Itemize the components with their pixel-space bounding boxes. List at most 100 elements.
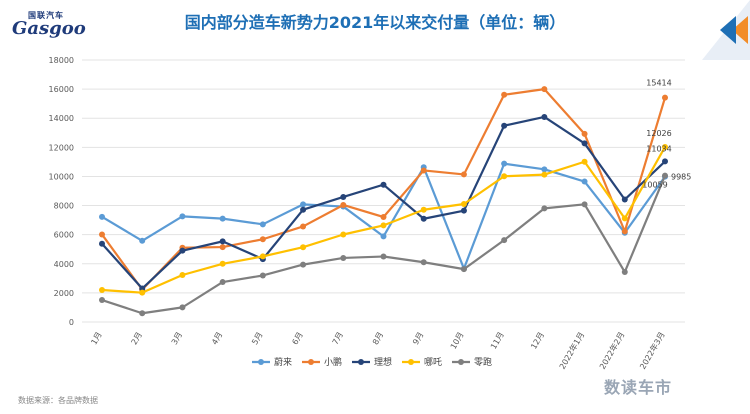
- data-point: [219, 244, 226, 251]
- data-point: [581, 158, 588, 165]
- x-tick-label: 2022年3月: [637, 330, 666, 371]
- data-point: [179, 247, 186, 254]
- data-label: 12026: [646, 129, 671, 138]
- x-tick-label: 1月: [89, 331, 103, 347]
- series-line: [101, 115, 666, 290]
- data-point: [541, 113, 548, 120]
- data-point: [259, 221, 266, 228]
- data-point: [541, 205, 548, 212]
- data-point: [139, 237, 146, 244]
- x-tick-label: 2022年2月: [597, 330, 626, 371]
- data-point: [420, 259, 427, 266]
- corner-arrow-icon: [702, 0, 750, 60]
- data-point: [380, 222, 387, 229]
- data-label: 15414: [646, 79, 671, 88]
- x-tick-label: 11月: [489, 330, 506, 350]
- data-point: [420, 167, 427, 174]
- y-tick-label: 12000: [49, 143, 74, 152]
- x-tick-label: 7月: [331, 331, 345, 347]
- data-point: [219, 215, 226, 222]
- legend-label: 哪吒: [424, 357, 442, 368]
- y-tick-label: 0: [69, 318, 74, 327]
- data-point: [501, 237, 508, 244]
- legend-label: 小鹏: [324, 356, 342, 368]
- y-tick-label: 2000: [54, 289, 74, 298]
- data-point: [380, 233, 387, 240]
- data-label: 10059: [642, 181, 667, 190]
- data-point: [99, 286, 105, 293]
- data-point: [420, 206, 427, 213]
- data-point: [219, 260, 226, 267]
- y-tick-label: 6000: [54, 231, 74, 240]
- data-point: [541, 86, 548, 93]
- data-point: [501, 160, 508, 167]
- data-point: [259, 236, 266, 243]
- x-tick-label: 2月: [130, 331, 144, 347]
- data-point: [139, 289, 146, 296]
- data-point: [541, 166, 548, 173]
- data-point: [621, 228, 628, 235]
- data-point: [139, 310, 146, 317]
- data-point: [501, 173, 508, 180]
- data-point: [179, 272, 186, 279]
- data-point: [99, 231, 105, 238]
- data-point: [259, 272, 266, 279]
- header: [0, 0, 750, 46]
- data-point: [219, 238, 226, 245]
- logo-top-text: 国联汽车: [28, 11, 64, 20]
- x-tick-label: 8月: [371, 331, 385, 347]
- data-point: [179, 304, 186, 311]
- data-point: [621, 269, 628, 276]
- x-tick-label: 6月: [290, 331, 304, 347]
- gasgoo-logo: 国联汽车 Gasgoo: [6, 10, 102, 44]
- legend-label: 零跑: [474, 356, 492, 368]
- data-point: [139, 285, 146, 292]
- legend-label: 理想: [374, 356, 392, 368]
- x-tick-label: 5月: [250, 331, 264, 347]
- data-point: [340, 193, 347, 200]
- data-label: 9985: [671, 173, 691, 182]
- data-point: [380, 213, 387, 220]
- data-point: [621, 215, 628, 222]
- legend-swatch-dot: [408, 359, 414, 365]
- data-point: [420, 215, 427, 222]
- data-point: [460, 200, 467, 207]
- x-tick-label: 12月: [529, 331, 546, 351]
- y-tick-label: 18000: [49, 56, 74, 65]
- chart-title: 国内部分造车新势力2021年以来交付量（单位：辆）: [184, 13, 566, 32]
- data-point: [581, 140, 588, 147]
- data-point: [179, 213, 186, 220]
- legend-swatch-dot: [458, 359, 464, 365]
- data-point: [99, 297, 105, 304]
- logo-main-text: Gasgoo: [12, 18, 86, 39]
- y-tick-label: 8000: [54, 202, 74, 211]
- x-tick-label: 4月: [210, 331, 224, 347]
- y-tick-label: 4000: [54, 260, 74, 269]
- x-tick-label: 2022年1月: [557, 330, 586, 371]
- legend-swatch-dot: [258, 359, 264, 365]
- series-line: [101, 88, 667, 291]
- data-point: [340, 231, 347, 238]
- data-source-note: 数据来源：各品牌数据: [18, 396, 98, 405]
- y-tick-label: 10000: [49, 172, 74, 181]
- data-point: [300, 206, 307, 213]
- data-label: 11034: [646, 144, 671, 153]
- data-point: [300, 244, 307, 251]
- x-tick-label: 9月: [411, 331, 425, 347]
- data-point: [662, 158, 668, 165]
- y-tick-label: 16000: [49, 85, 74, 94]
- data-point: [501, 91, 508, 98]
- data-point: [99, 240, 105, 247]
- data-point: [300, 223, 307, 230]
- data-point: [501, 122, 508, 129]
- data-point: [662, 94, 668, 101]
- data-point: [662, 143, 668, 150]
- data-point: [541, 171, 548, 178]
- data-point: [662, 172, 668, 179]
- data-point: [380, 181, 387, 188]
- data-point: [219, 279, 226, 286]
- data-point: [380, 253, 387, 260]
- legend-label: 蔚来: [274, 356, 292, 368]
- data-point: [621, 196, 628, 203]
- legend-swatch-dot: [358, 359, 364, 365]
